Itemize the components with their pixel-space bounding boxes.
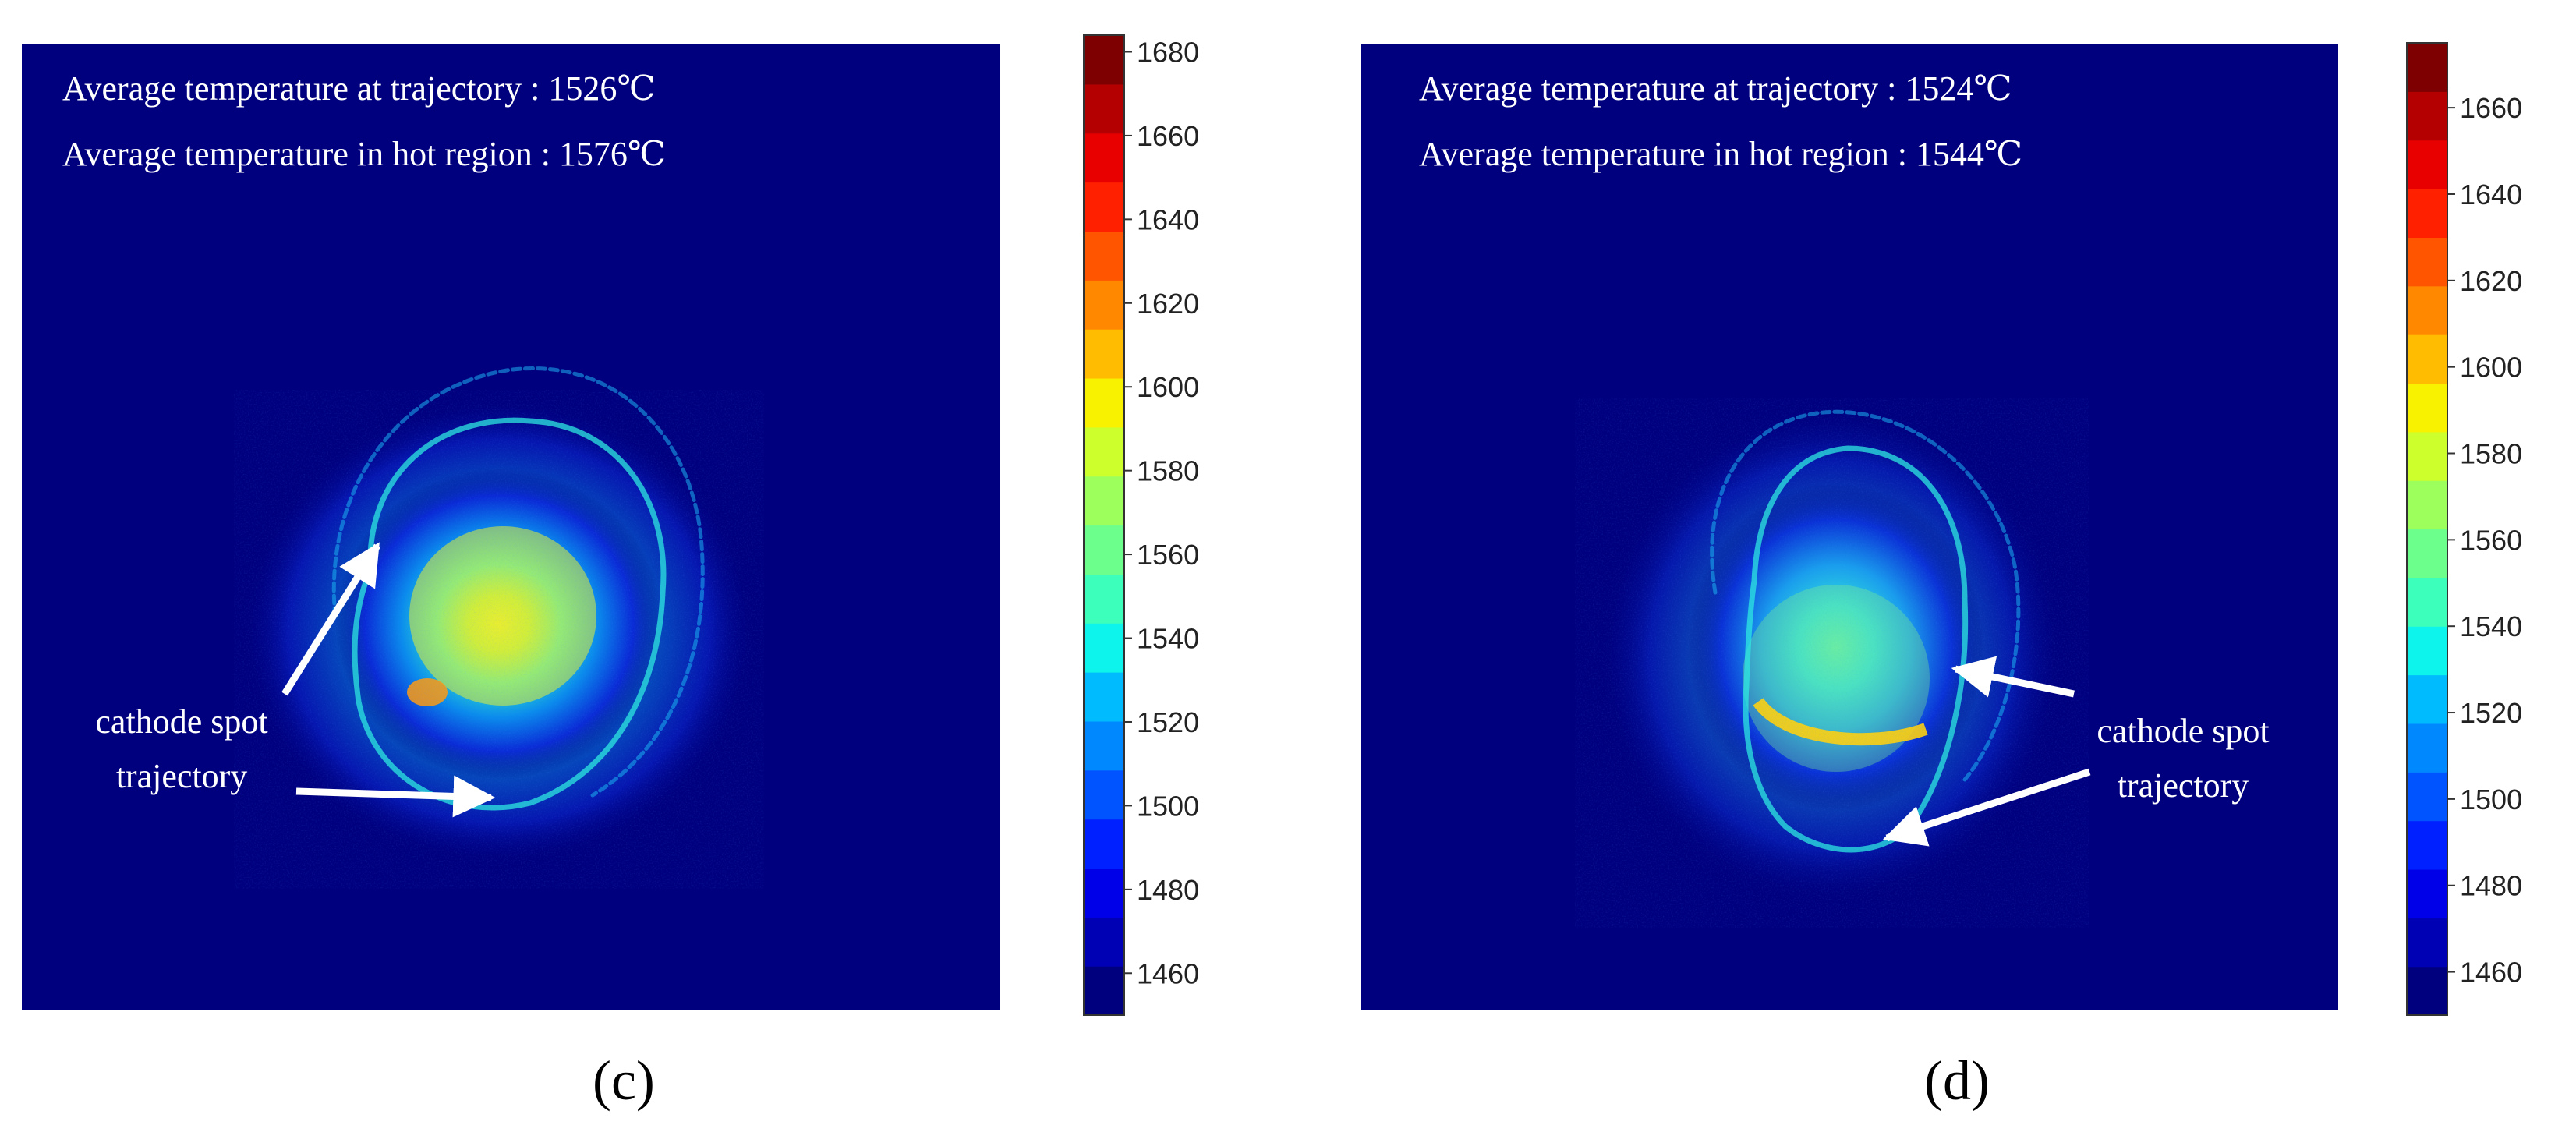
colorbar-tick-label: 1480 xyxy=(1137,874,1199,906)
arrow-label-line1-d: cathode spot xyxy=(2097,712,2269,750)
colorbar-tick-label: 1640 xyxy=(2460,179,2522,210)
colorbar-segment xyxy=(2407,383,2447,433)
colorbar-segment xyxy=(1084,231,1124,281)
colorbar-segment xyxy=(2407,674,2447,724)
colorbar-tick-label: 1560 xyxy=(1137,539,1199,571)
colorbar-tick-label: 1660 xyxy=(2460,92,2522,124)
colorbar-c-ticks: 1460 1480 1500 1520 1540 1560 1580 1600 1620 1640… xyxy=(1124,36,1199,989)
colorbar-d xyxy=(2406,42,2448,1016)
colorbar-segment xyxy=(1084,83,1124,134)
annotation-line2-c: Average temperature in hot region : 1576… xyxy=(62,135,666,173)
colorbar-segment xyxy=(2407,431,2447,481)
colorbar-tick-label: 1500 xyxy=(2460,784,2522,815)
annotation-line2-d: Average temperature in hot region : 1544… xyxy=(1419,135,2022,173)
panel-label-d: (d) xyxy=(1924,1049,1990,1112)
colorbar-segment xyxy=(1084,868,1124,918)
colorbar-segment xyxy=(2407,43,2447,92)
colorbar-segment xyxy=(1084,182,1124,232)
arrow-lower-c xyxy=(295,775,496,818)
colorbar-segment xyxy=(2407,723,2447,773)
colorbar-tick-label: 1620 xyxy=(2460,265,2522,297)
colorbar-segment xyxy=(2407,140,2447,189)
colorbar-segment xyxy=(2407,529,2447,578)
colorbar-tick-label: 1540 xyxy=(2460,610,2522,642)
colorbar-segment xyxy=(2407,772,2447,822)
panel-label-c: (c) xyxy=(593,1049,655,1112)
colorbar-tick-label: 1620 xyxy=(1137,288,1199,320)
colorbar-segment xyxy=(2407,189,2447,238)
hot-region xyxy=(1575,398,2089,928)
colorbar-segment xyxy=(1084,525,1124,575)
colorbar-frame xyxy=(2406,42,2448,1016)
colorbar-tick-label: 1580 xyxy=(2460,438,2522,470)
colorbar-tick-label: 1580 xyxy=(1137,455,1199,487)
panel-c: 1460 1480 1500 1520 1540 1560 1580 1600 1620 1640… xyxy=(22,34,1199,1112)
arrow-upper-d xyxy=(1951,656,2075,698)
colorbar-segment xyxy=(2407,577,2447,627)
annotation-line1-d: Average temperature at trajectory : 1524… xyxy=(1419,69,2012,108)
colorbar-segment xyxy=(2407,869,2447,918)
colorbar-tick-label: 1600 xyxy=(1137,371,1199,403)
colorbar-segment xyxy=(2407,820,2447,870)
colorbar-segment xyxy=(2407,285,2447,335)
colorbar-c xyxy=(1083,34,1125,1016)
colorbar-segment xyxy=(1084,917,1124,967)
colorbar-segment xyxy=(2407,966,2447,1016)
colorbar-frame xyxy=(1083,34,1125,1016)
colorbar-segment xyxy=(1084,966,1124,1016)
arrow-upper-c xyxy=(281,542,380,696)
colorbar-tick-label: 1520 xyxy=(2460,697,2522,729)
arrow-label-line1-c: cathode spot xyxy=(95,702,267,741)
colorbar-segment xyxy=(1084,574,1124,624)
colorbar-tick-label: 1640 xyxy=(1137,203,1199,235)
colorbar-segment xyxy=(1084,133,1124,183)
colorbar-tick-label: 1480 xyxy=(2460,870,2522,902)
colorbar-d-ticks: 1460 1480 1500 1520 1540 1560 1580 1600 1620 1640… xyxy=(2447,92,2522,989)
colorbar-tick-label: 1680 xyxy=(1137,36,1199,68)
colorbar-tick-label: 1520 xyxy=(1137,706,1199,738)
colorbar-segment xyxy=(1084,769,1124,820)
arrow-label-line2-d: trajectory xyxy=(2118,766,2249,805)
colorbar-segment xyxy=(1084,329,1124,379)
colorbar-tick-label: 1540 xyxy=(1137,623,1199,655)
colorbar-segment xyxy=(2407,918,2447,968)
colorbar-segment xyxy=(2407,91,2447,141)
arrow-lower-d xyxy=(1882,768,2091,847)
colorbar-tick-label: 1460 xyxy=(2460,957,2522,989)
colorbar-segment xyxy=(1084,672,1124,722)
colorbar-segment xyxy=(2407,334,2447,384)
colorbar-tick-label: 1660 xyxy=(1137,120,1199,152)
colorbar-segment xyxy=(2407,237,2447,287)
annotation-line1-c: Average temperature at trajectory : 1526… xyxy=(62,69,656,108)
colorbar-tick-label: 1600 xyxy=(2460,352,2522,384)
colorbar-tick-label: 1460 xyxy=(1137,957,1199,989)
colorbar-segment xyxy=(1084,819,1124,869)
colorbar-segment xyxy=(1084,280,1124,330)
colorbar-segment xyxy=(1084,476,1124,526)
arrow-label-line2-c: trajectory xyxy=(116,757,248,795)
trajectory-rings xyxy=(331,366,705,811)
colorbar-segment xyxy=(2407,626,2447,676)
colorbar-segment xyxy=(1084,35,1124,85)
colorbar-segment xyxy=(1084,720,1124,771)
colorbar-segment xyxy=(1084,426,1124,477)
colorbar-segment xyxy=(1084,623,1124,673)
colorbar-tick-label: 1560 xyxy=(2460,524,2522,556)
colorbar-tick-label: 1500 xyxy=(1137,790,1199,822)
colorbar-segment xyxy=(1084,377,1124,428)
panel-d: 1460 1480 1500 1520 1540 1560 1580 1600 1620 1640… xyxy=(1361,42,2522,1112)
colorbar-segment xyxy=(2407,480,2447,530)
hot-region xyxy=(234,390,764,889)
